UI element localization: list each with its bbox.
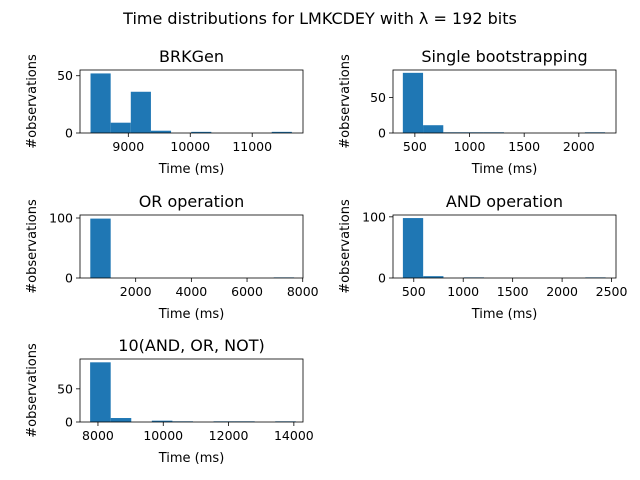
- x-tick-label: 500: [402, 284, 426, 299]
- histogram-bar: [150, 130, 172, 133]
- x-tick-label: 8000: [287, 284, 319, 299]
- x-tick-label: 1500: [508, 139, 540, 154]
- y-tick-label: 0: [65, 415, 73, 430]
- subplot-2: 500 1000 1500 2000 0 50 Single bootstrapping Ti…: [338, 47, 617, 177]
- x-axis-label: Time (ms): [471, 162, 538, 177]
- x-tick-label: 8000: [82, 428, 114, 443]
- subplot-title: OR operation: [139, 192, 245, 211]
- x-tick-label: 1000: [447, 284, 479, 299]
- x-tick-label: 2000: [546, 284, 578, 299]
- y-tick-label: 50: [57, 68, 73, 83]
- histogram-bar: [402, 72, 424, 133]
- x-tick-label: 10000: [143, 428, 183, 443]
- x-tick-label: 2000: [563, 139, 595, 154]
- histogram-bar: [423, 125, 444, 133]
- subplot-title: BRKGen: [159, 47, 224, 66]
- x-tick-label: 500: [403, 139, 427, 154]
- plot-frame: [392, 69, 617, 134]
- plot-frame: [79, 69, 304, 134]
- x-tick-label: 1000: [454, 139, 486, 154]
- plot-frame: [79, 358, 304, 423]
- y-tick-label: 0: [378, 271, 386, 286]
- x-tick-label: 2000: [120, 284, 152, 299]
- y-axis-label: #observations: [338, 199, 353, 294]
- histogram-bar: [402, 218, 424, 278]
- y-tick-label: 0: [65, 271, 73, 286]
- y-axis-label: #observations: [25, 343, 40, 438]
- histogram-bar: [110, 122, 131, 133]
- histogram-bar: [423, 276, 444, 278]
- x-tick-label: 2500: [596, 284, 628, 299]
- x-axis-label: Time (ms): [471, 307, 538, 322]
- histogram-bar: [130, 91, 151, 133]
- x-axis-label: Time (ms): [158, 307, 225, 322]
- y-tick-label: 0: [65, 126, 73, 141]
- histogram-bar: [90, 218, 111, 278]
- subplot-4: 500 1000 1500 2000 2500 0 100 AND operation Time…: [338, 192, 628, 322]
- y-tick-label: 50: [370, 90, 386, 105]
- x-tick-label: 12000: [209, 428, 249, 443]
- subplot-5: 8000 10000 12000 14000 0 50 10(AND, OR, NOT) Ti…: [25, 336, 314, 466]
- histogram-bar: [151, 420, 173, 422]
- x-tick-label: 9000: [112, 139, 144, 154]
- subplot-title: AND operation: [446, 192, 563, 211]
- subplot-title: 10(AND, OR, NOT): [118, 336, 264, 355]
- figure-title: Time distributions for LMKCDEY with λ = …: [122, 9, 517, 28]
- y-tick-label: 100: [362, 209, 386, 224]
- y-tick-label: 0: [378, 126, 386, 141]
- x-tick-label: 11000: [232, 139, 272, 154]
- subplot-title: Single bootstrapping: [421, 47, 587, 66]
- plot-frame: [79, 214, 304, 279]
- x-tick-label: 4000: [175, 284, 207, 299]
- histogram-bar: [191, 131, 212, 133]
- histogram-bar: [271, 131, 292, 133]
- x-axis-label: Time (ms): [158, 451, 225, 466]
- x-tick-label: 1500: [497, 284, 529, 299]
- plot-frame: [392, 214, 617, 279]
- x-tick-label: 6000: [231, 284, 263, 299]
- y-axis-label: #observations: [25, 54, 40, 149]
- x-tick-label: 14000: [274, 428, 314, 443]
- y-axis-label: #observations: [25, 199, 40, 294]
- subplot-3: 2000 4000 6000 8000 0 100 OR operation Time (ms…: [25, 192, 319, 322]
- x-tick-label: 10000: [170, 139, 210, 154]
- y-axis-label: #observations: [338, 54, 353, 149]
- histogram-bar: [90, 73, 111, 133]
- histogram-bar: [90, 362, 111, 422]
- y-tick-label: 100: [49, 211, 73, 226]
- histogram-bar: [110, 418, 132, 422]
- x-axis-label: Time (ms): [158, 162, 225, 177]
- subplot-1: 9000 10000 11000 0 50 BRKGen Time (ms) #observa…: [25, 47, 304, 177]
- y-tick-label: 50: [57, 381, 73, 396]
